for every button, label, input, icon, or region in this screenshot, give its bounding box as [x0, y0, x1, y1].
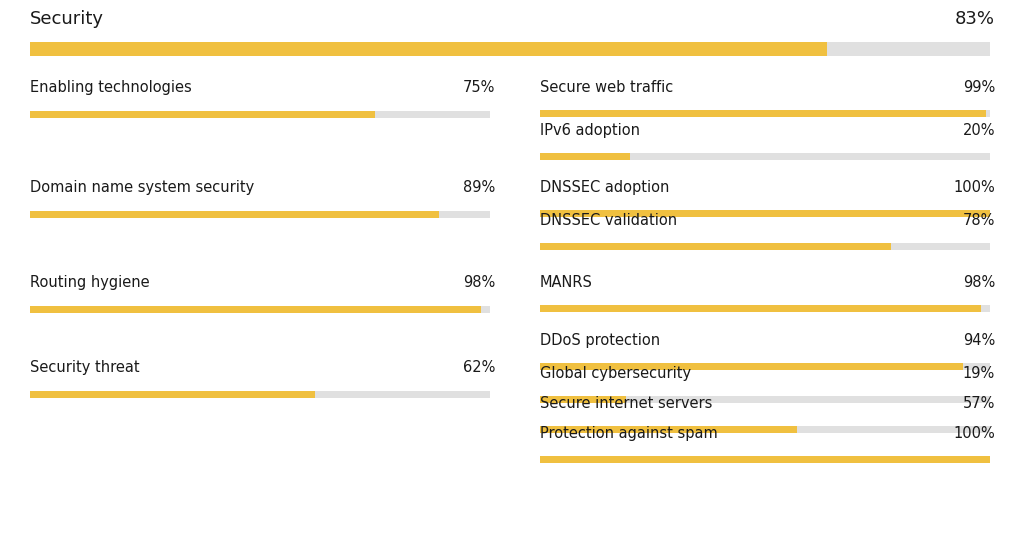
Bar: [540, 110, 990, 117]
Text: IPv6 adoption: IPv6 adoption: [540, 123, 640, 138]
Bar: [30, 306, 490, 313]
Text: 83%: 83%: [955, 10, 995, 28]
Text: 94%: 94%: [963, 333, 995, 348]
Bar: [30, 391, 490, 398]
Text: 78%: 78%: [963, 213, 995, 228]
Bar: [540, 305, 981, 312]
Bar: [540, 363, 963, 370]
Bar: [540, 305, 990, 312]
Text: 98%: 98%: [963, 275, 995, 290]
Bar: [30, 391, 315, 398]
Bar: [540, 426, 990, 433]
Bar: [540, 210, 990, 217]
Bar: [30, 42, 990, 56]
Text: 75%: 75%: [463, 80, 495, 95]
Text: 19%: 19%: [963, 366, 995, 381]
Text: 98%: 98%: [463, 275, 495, 290]
Bar: [30, 111, 490, 118]
Text: Secure web traffic: Secure web traffic: [540, 80, 673, 95]
Text: Protection against spam: Protection against spam: [540, 426, 718, 441]
Bar: [30, 42, 826, 56]
Bar: [30, 306, 481, 313]
Text: 89%: 89%: [463, 180, 495, 195]
Bar: [540, 363, 990, 370]
Text: 99%: 99%: [963, 80, 995, 95]
Text: Secure internet servers: Secure internet servers: [540, 396, 713, 411]
Bar: [540, 243, 891, 250]
Bar: [540, 153, 630, 160]
Bar: [540, 456, 990, 463]
Bar: [540, 396, 626, 403]
Text: Security: Security: [30, 10, 104, 28]
Bar: [540, 110, 985, 117]
Text: Domain name system security: Domain name system security: [30, 180, 254, 195]
Text: 62%: 62%: [463, 360, 495, 375]
Text: 100%: 100%: [953, 180, 995, 195]
Bar: [30, 211, 490, 218]
Text: Security threat: Security threat: [30, 360, 139, 375]
Text: Global cybersecurity: Global cybersecurity: [540, 366, 691, 381]
Text: 20%: 20%: [963, 123, 995, 138]
Text: Enabling technologies: Enabling technologies: [30, 80, 191, 95]
Text: DDoS protection: DDoS protection: [540, 333, 660, 348]
Bar: [540, 210, 990, 217]
Bar: [540, 153, 990, 160]
Text: Routing hygiene: Routing hygiene: [30, 275, 150, 290]
Bar: [30, 211, 439, 218]
Text: DNSSEC validation: DNSSEC validation: [540, 213, 677, 228]
Bar: [540, 426, 797, 433]
Text: MANRS: MANRS: [540, 275, 593, 290]
Bar: [540, 456, 990, 463]
Text: 100%: 100%: [953, 426, 995, 441]
Text: DNSSEC adoption: DNSSEC adoption: [540, 180, 670, 195]
Bar: [30, 111, 375, 118]
Bar: [540, 396, 990, 403]
Text: 57%: 57%: [963, 396, 995, 411]
Bar: [540, 243, 990, 250]
